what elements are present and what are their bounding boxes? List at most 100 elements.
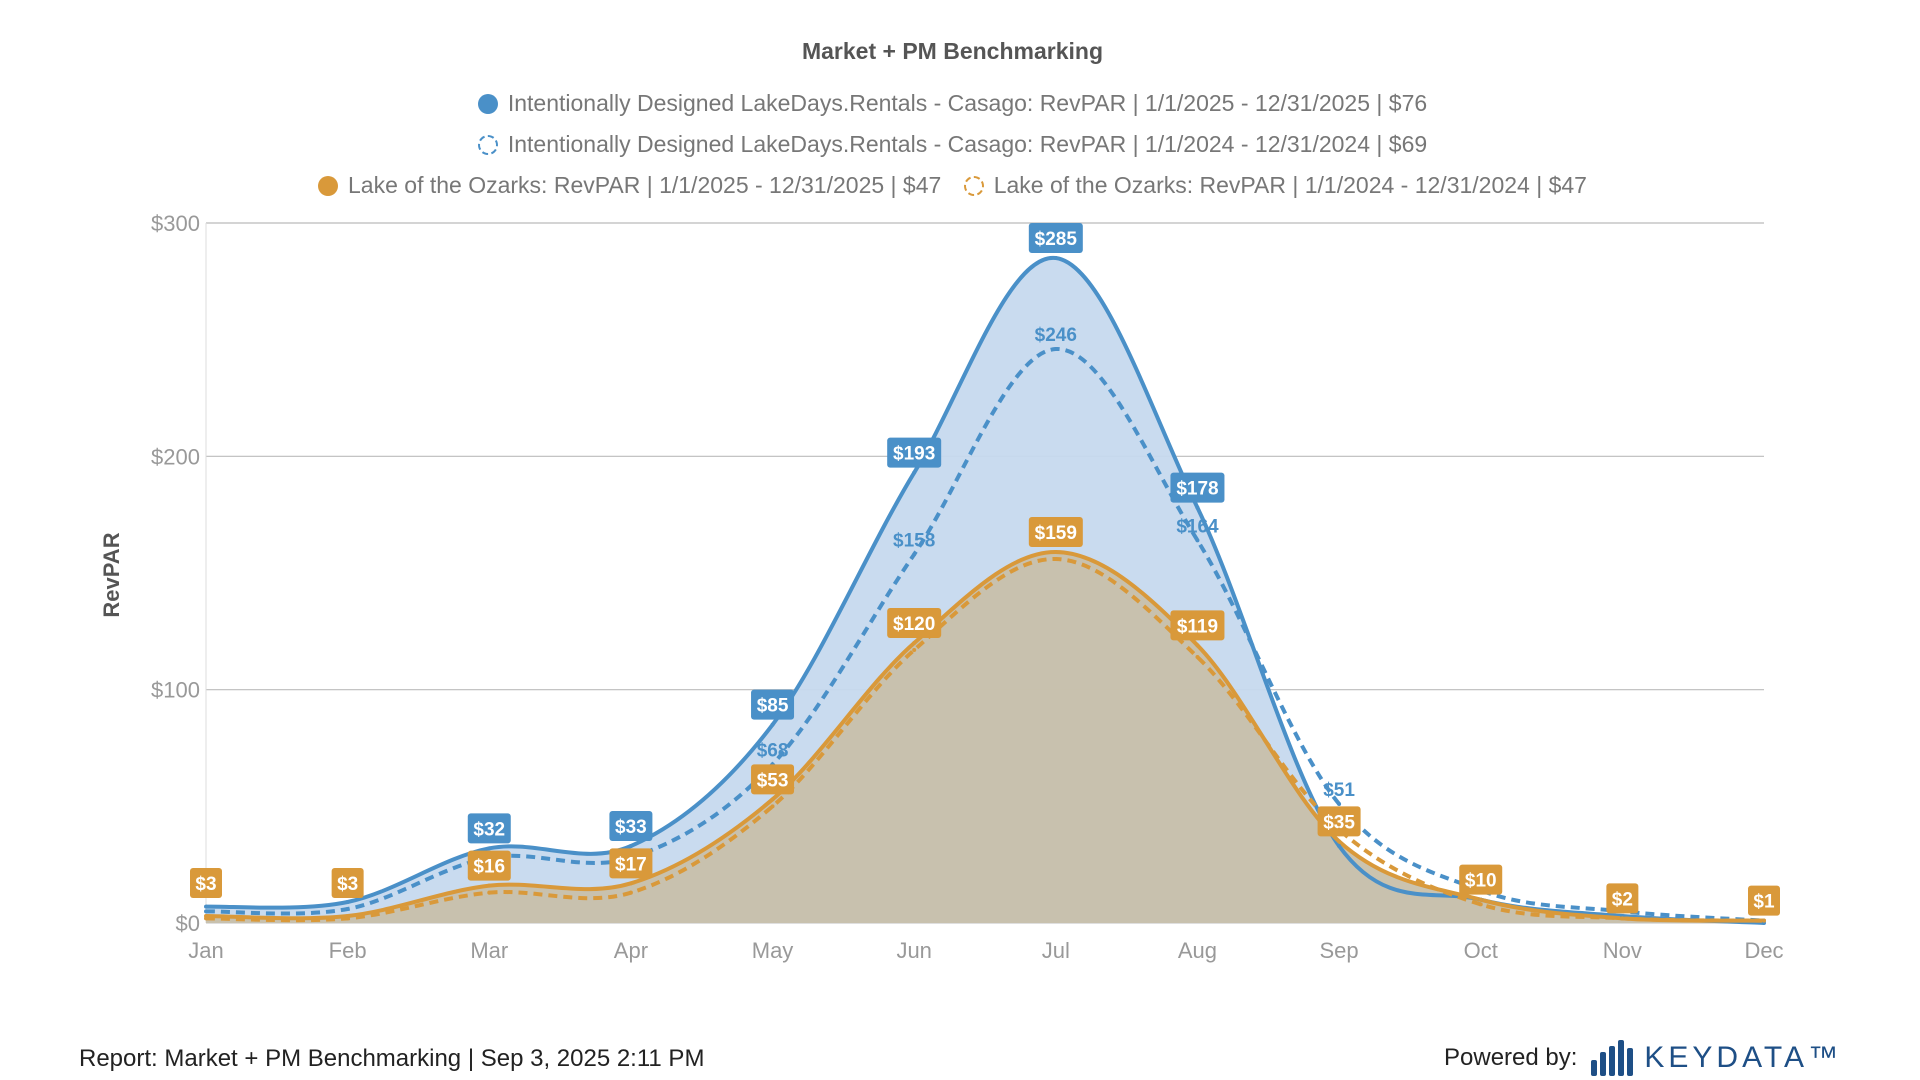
keydata-logo-icon — [1591, 1040, 1636, 1076]
data-point — [1337, 839, 1342, 844]
data-label: $32 — [473, 819, 505, 840]
data-point — [770, 804, 775, 809]
data-point — [487, 890, 492, 895]
data-label: $3 — [337, 874, 358, 895]
data-point — [1195, 505, 1200, 510]
legend-item-market-2025[interactable]: Lake of the Ozarks: RevPAR | 1/1/2025 - … — [318, 172, 941, 199]
data-label-box — [609, 848, 653, 879]
data-label: $246 — [1035, 325, 1077, 346]
y-tick-label: $300 — [151, 211, 200, 236]
x-tick-label: May — [752, 938, 794, 963]
legend-item-market-2024[interactable]: Lake of the Ozarks: RevPAR | 1/1/2024 - … — [963, 172, 1587, 199]
data-point — [1478, 902, 1483, 907]
data-point — [1053, 347, 1058, 351]
legend-label: Lake of the Ozarks: RevPAR | 1/1/2024 - … — [993, 172, 1587, 198]
data-label: $33 — [615, 817, 647, 838]
legend-label: Intentionally Designed LakeDays.Rentals … — [507, 90, 1428, 116]
data-point — [770, 722, 775, 727]
data-point — [1337, 802, 1342, 806]
data-label: $68 — [757, 740, 789, 761]
data-label-box — [887, 437, 942, 468]
data-label: $85 — [757, 696, 789, 717]
legend-label: Lake of the Ozarks: RevPAR | 1/1/2025 - … — [348, 172, 942, 198]
data-point — [204, 909, 208, 914]
data-point — [1053, 557, 1058, 561]
data-label-box — [751, 689, 795, 720]
x-tick-label: Aug — [1178, 938, 1217, 963]
data-label: $3 — [195, 874, 216, 895]
data-point — [770, 797, 775, 802]
data-point — [345, 916, 350, 921]
data-label: $35 — [1323, 812, 1355, 833]
legend-item-pm-2025[interactable]: Intentionally Designed LakeDays.Rentals … — [477, 90, 1428, 117]
x-tick-label: Oct — [1464, 938, 1498, 963]
chart-plot: $0 $100 $200 $300 Jan Feb Mar Apr May Jun Jul Aug Se… — [151, 211, 1784, 963]
x-tick-label: Jul — [1042, 938, 1070, 963]
data-label-box — [331, 868, 364, 898]
data-point — [204, 904, 208, 909]
data-point — [487, 846, 492, 851]
data-label: $17 — [615, 854, 647, 875]
series-area — [206, 551, 1764, 923]
data-point — [1195, 538, 1200, 543]
data-point — [345, 907, 350, 911]
x-tick-label: Feb — [329, 938, 367, 963]
data-point — [204, 916, 208, 921]
data-label: $10 — [1465, 871, 1497, 892]
report-footer: Report: Market + PM Benchmarking | Sep 3… — [79, 1045, 705, 1072]
data-label-box — [1028, 223, 1083, 253]
data-point — [628, 881, 633, 886]
data-label: $51 — [1323, 780, 1355, 801]
data-label: $193 — [893, 444, 935, 465]
data-label: $53 — [757, 770, 789, 791]
data-label-box — [609, 811, 653, 841]
legend-row-3: Lake of the Ozarks: RevPAR | 1/1/2025 - … — [0, 172, 1905, 202]
y-axis-label: RevPAR — [99, 532, 124, 618]
data-point — [1762, 918, 1766, 923]
data-label: $285 — [1035, 229, 1078, 250]
legend-filled-circle-icon — [477, 93, 498, 114]
data-label-box — [1170, 610, 1225, 641]
legend-filled-circle-icon — [318, 175, 339, 196]
data-label: $158 — [893, 530, 935, 551]
x-tick-label: Jun — [896, 938, 931, 963]
data-label: $159 — [1035, 523, 1077, 544]
legend-row-1: Intentionally Designed LakeDays.Rentals … — [0, 90, 1905, 120]
data-label-box — [1459, 864, 1503, 895]
data-point — [1337, 844, 1342, 848]
data-label-box — [467, 850, 511, 881]
data-point — [1195, 643, 1200, 648]
data-point — [628, 890, 633, 895]
data-label: $16 — [473, 857, 505, 878]
data-point — [1053, 256, 1058, 260]
data-label: $2 — [1612, 889, 1633, 910]
data-label: $1 — [1753, 892, 1775, 913]
data-label-box — [1170, 472, 1225, 503]
x-tick-label: Nov — [1603, 938, 1642, 963]
data-label: $164 — [1176, 516, 1219, 537]
legend-hollow-circle-icon — [963, 175, 984, 196]
data-label-box — [467, 813, 511, 844]
legend-item-pm-2024[interactable]: Intentionally Designed LakeDays.Rentals … — [477, 131, 1428, 158]
data-point — [912, 552, 917, 557]
y-tick-label: $100 — [151, 678, 200, 703]
x-tick-label: Dec — [1744, 938, 1783, 963]
data-point — [912, 470, 917, 475]
data-label: $178 — [1176, 479, 1218, 500]
data-label-box — [190, 868, 222, 898]
data-point — [912, 641, 917, 645]
x-tick-label: Mar — [470, 938, 508, 963]
data-label-box — [887, 608, 942, 638]
data-point — [628, 844, 633, 848]
data-point — [487, 883, 492, 888]
legend-row-2: Intentionally Designed LakeDays.Rentals … — [0, 131, 1905, 161]
powered-by-label: Powered by: — [1444, 1044, 1578, 1071]
chart-title: Market + PM Benchmarking — [801, 38, 1103, 64]
data-label-box — [1028, 517, 1083, 547]
data-label-box — [1317, 806, 1361, 837]
x-tick-label: Jan — [188, 938, 223, 963]
legend-label: Intentionally Designed LakeDays.Rentals … — [507, 131, 1428, 157]
x-tick-label: Sep — [1320, 938, 1359, 963]
data-label-box — [1606, 883, 1639, 914]
data-point — [1337, 827, 1342, 832]
